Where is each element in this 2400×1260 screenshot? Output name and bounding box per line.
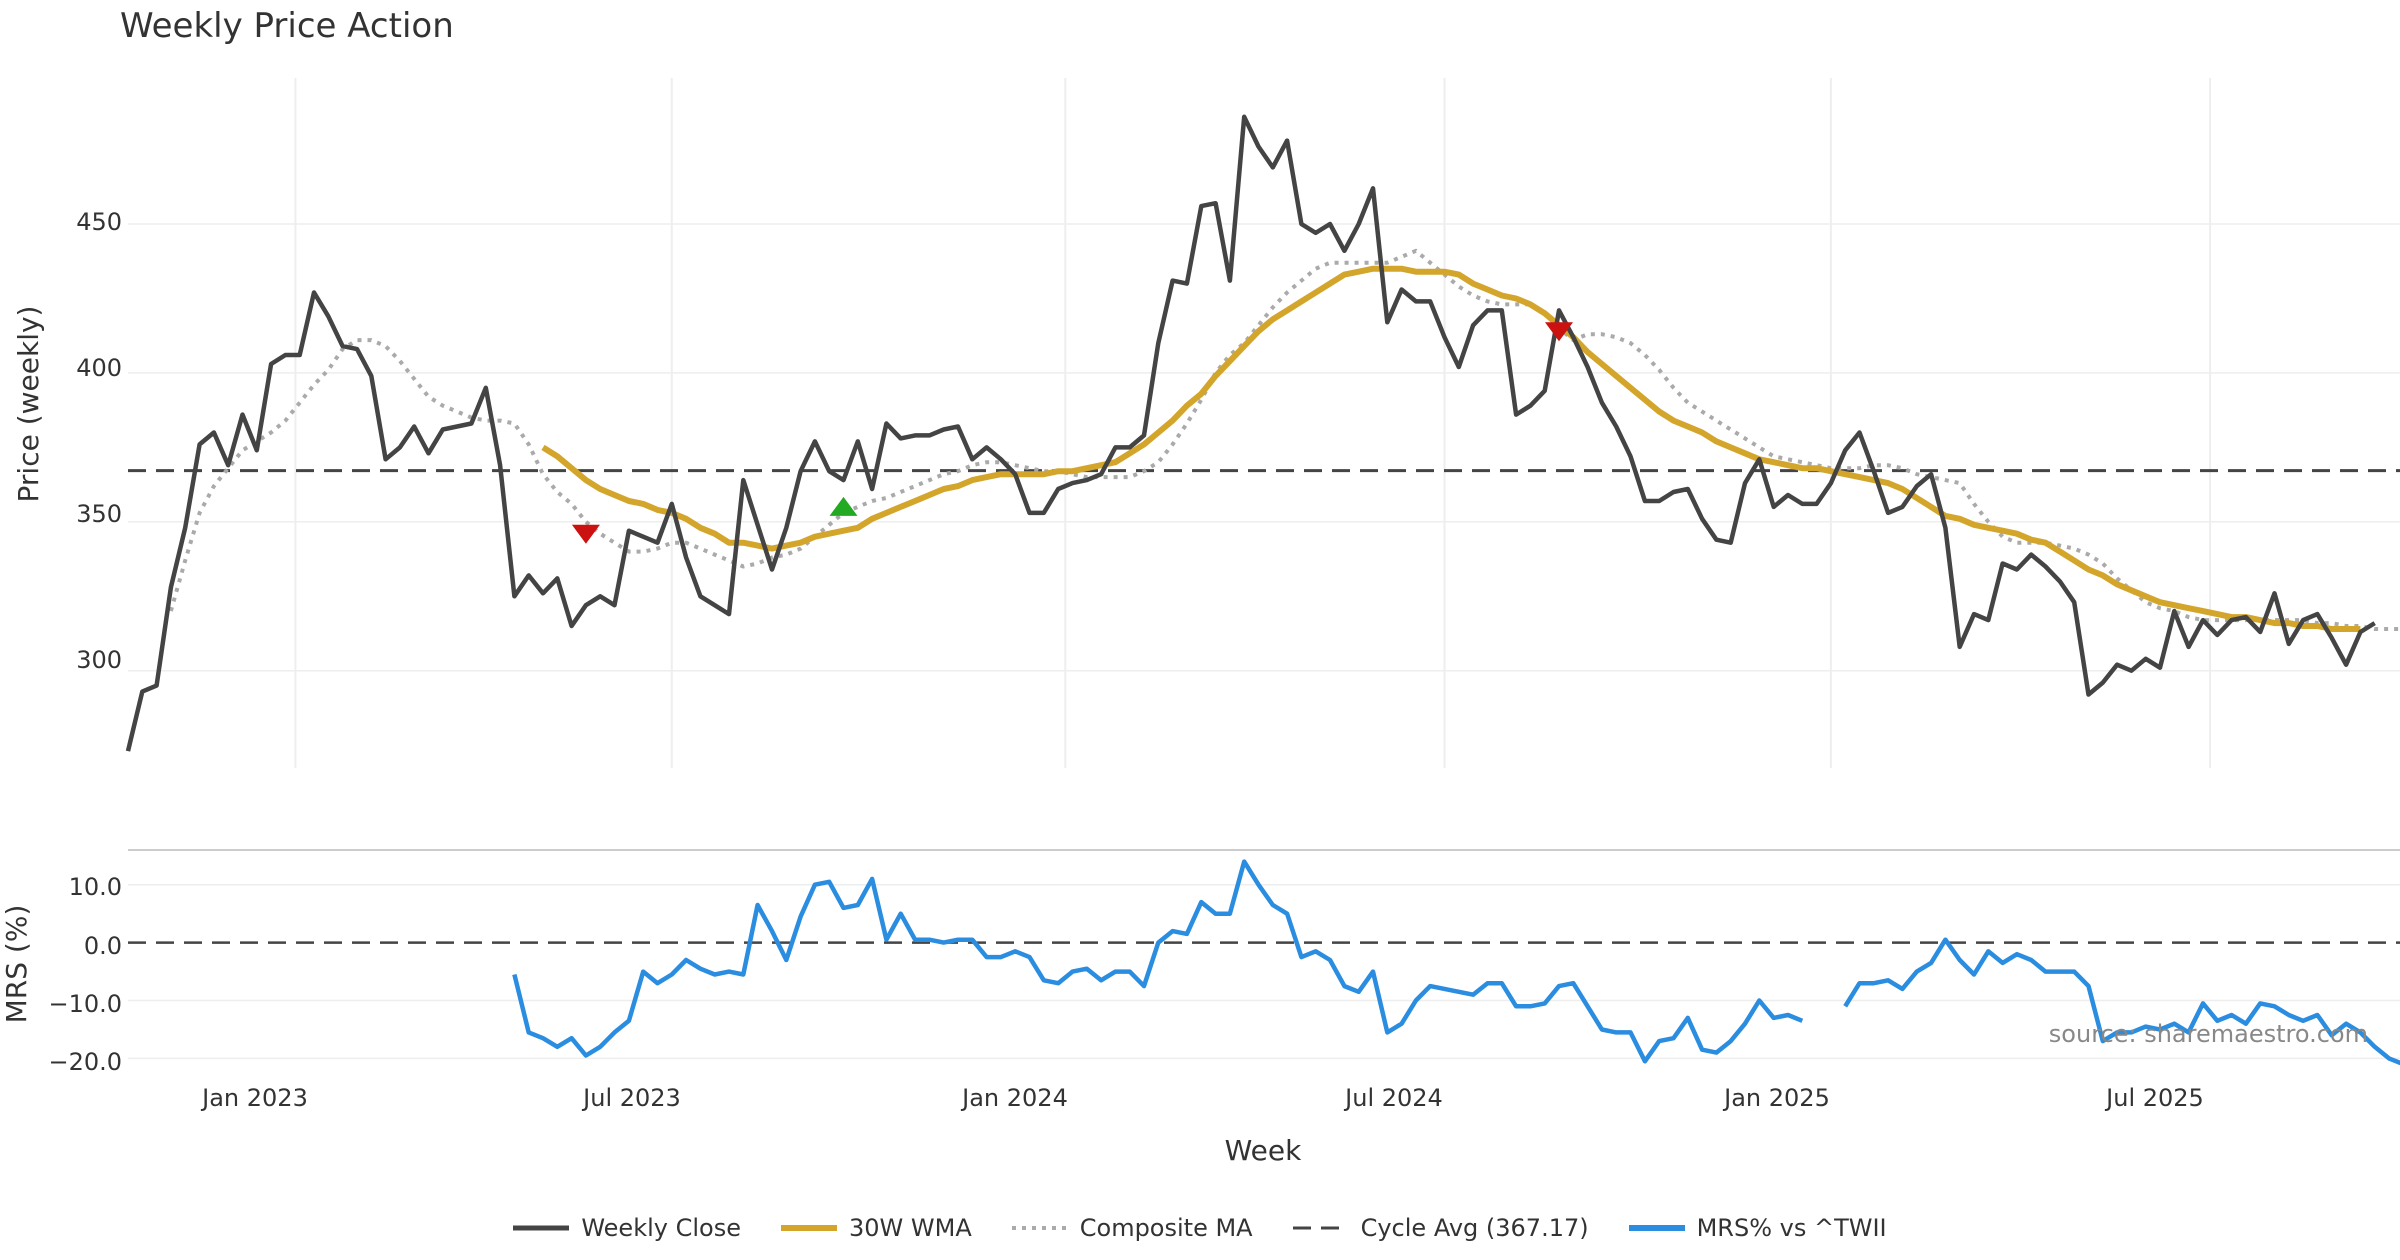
legend: Weekly Close 30W WMA Composite MA Cycle … [0, 1210, 2400, 1246]
mrs-y-tick: 10.0 [69, 873, 122, 901]
x-tick-label: Jan 2023 [200, 1084, 308, 1112]
legend-item-composite-ma: Composite MA [1011, 1214, 1253, 1242]
composite-ma-line [168, 248, 2400, 631]
price-y-tick: 350 [76, 500, 122, 528]
legend-swatch-composite-ma [1011, 1226, 1068, 1230]
legend-swatch-mrs [1628, 1225, 1685, 1231]
legend-label: 30W WMA [848, 1214, 972, 1242]
legend-label: Weekly Close [581, 1214, 741, 1242]
sell-signal-marker [1545, 322, 1573, 342]
x-tick-label: Jul 2025 [2104, 1084, 2204, 1112]
legend-swatch-weekly-close [513, 1225, 570, 1231]
sell-signal-marker [571, 524, 600, 544]
signal-markers [571, 322, 1573, 544]
legend-item-30w-wma: 30W WMA [780, 1214, 972, 1242]
x-tick-label: Jul 2024 [1343, 1084, 1443, 1112]
price-y-tick: 300 [76, 646, 122, 674]
mrs-y-axis-label: MRS (%) [0, 905, 33, 1024]
grid [128, 78, 2400, 1060]
price-y-tick: 450 [76, 208, 122, 236]
legend-item-mrs: MRS% vs ^TWII [1628, 1214, 1887, 1242]
price-series [125, 114, 2400, 752]
mrs-line [512, 859, 2400, 1066]
mrs-series [512, 859, 2400, 1066]
legend-swatch-30w-wma [780, 1225, 837, 1231]
watermark: source: sharemaestro.com [2048, 1020, 2368, 1048]
wma-30w-line [541, 265, 2361, 632]
x-tick-label: Jan 2024 [960, 1084, 1068, 1112]
mrs-y-tick: −10.0 [48, 990, 122, 1018]
chart-title: Weekly Price Action [120, 6, 454, 46]
x-tick-label: Jul 2023 [581, 1084, 681, 1112]
buy-signal-marker [829, 496, 858, 516]
legend-label: Cycle Avg (367.17) [1360, 1214, 1589, 1242]
legend-label: MRS% vs ^TWII [1696, 1214, 1887, 1242]
mrs-y-tick: 0.0 [84, 932, 122, 960]
price-y-axis-label: Price (weekly) [12, 306, 45, 503]
mrs-y-tick: −20.0 [48, 1048, 122, 1076]
weekly-close-line [125, 114, 2376, 752]
axes: Jan 2023 Jul 2023 Jan 2024 Jul 2024 Jan … [0, 208, 2204, 1167]
x-tick-label: Jan 2025 [1722, 1084, 1830, 1112]
price-y-tick: 400 [76, 354, 122, 382]
legend-item-weekly-close: Weekly Close [513, 1214, 741, 1242]
legend-item-cycle-avg: Cycle Avg (367.17) [1292, 1214, 1589, 1242]
legend-label: Composite MA [1079, 1214, 1253, 1242]
x-axis-label: Week [1225, 1134, 1302, 1167]
legend-swatch-cycle-avg [1292, 1226, 1349, 1230]
cycle-average-line [128, 469, 2400, 944]
